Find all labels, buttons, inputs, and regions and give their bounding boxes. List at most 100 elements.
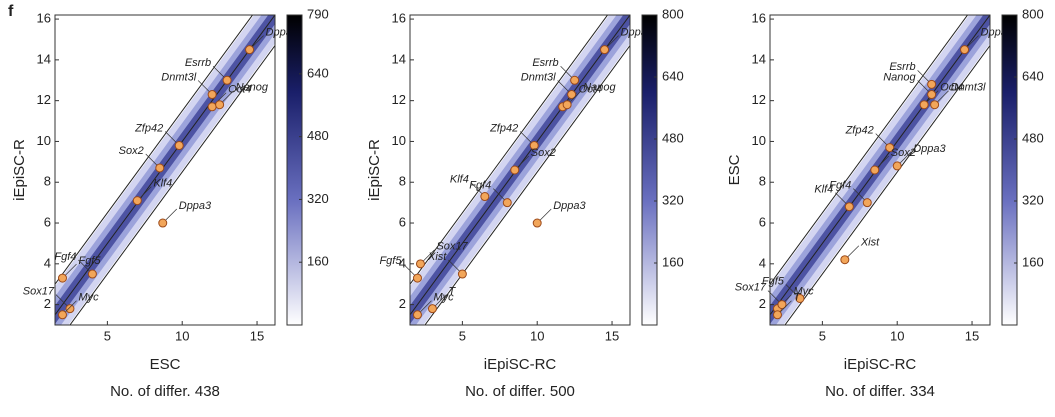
gene-point xyxy=(927,79,937,89)
gene-point xyxy=(87,269,97,279)
gene-point xyxy=(570,75,580,85)
x-tick-label: 5 xyxy=(459,328,466,343)
y-tick-label: 14 xyxy=(752,51,766,66)
plot-frame xyxy=(409,14,631,326)
plot: 5 10 15 2 4 6 8 10 12 14 16 iEpiSC-RC No. of differ.… xyxy=(726,6,1044,400)
gene-point xyxy=(885,143,895,153)
y-tick-label: 4 xyxy=(759,255,766,270)
gene-label: Sox17 xyxy=(436,241,468,253)
diagonal-line xyxy=(55,15,275,316)
gene-point xyxy=(772,310,782,320)
y-tick-label: 10 xyxy=(392,133,406,148)
gene-point xyxy=(222,75,232,85)
subtitle: No. of differ. 500 xyxy=(465,383,575,400)
gene-point xyxy=(960,45,970,55)
y-tick-label: 2 xyxy=(759,296,766,311)
y-axis-label: iEpiSC-R xyxy=(366,139,383,201)
gene-point xyxy=(930,100,940,110)
gene-point xyxy=(600,45,610,55)
gene-point xyxy=(412,273,422,283)
colorbar-tick-label: 800 xyxy=(662,6,684,21)
x-tick-label: 5 xyxy=(104,328,111,343)
gene-label: Esrrb xyxy=(889,61,915,73)
gene-point xyxy=(480,192,490,202)
gene-point xyxy=(457,269,467,279)
gene-label: Fgf5 xyxy=(379,255,402,267)
gene-point xyxy=(927,90,937,100)
subtitle: No. of differ. 438 xyxy=(110,383,220,400)
gene-point xyxy=(777,300,787,310)
colorbar-tick-label: 640 xyxy=(1022,68,1044,83)
panel-label: f xyxy=(8,3,14,20)
y-tick-label: 2 xyxy=(399,296,406,311)
plot: 5 10 15 2 4 6 8 10 12 14 16 iEpiSC-RC No. of differ.… xyxy=(366,6,684,400)
gene-point xyxy=(562,100,572,110)
gene-point xyxy=(862,198,872,208)
y-tick-label: 6 xyxy=(44,214,51,229)
x-tick-label: 10 xyxy=(890,328,904,343)
colorbar-tick-label: 640 xyxy=(307,65,329,80)
gene-point xyxy=(155,163,165,173)
gene-point xyxy=(870,165,880,175)
x-tick-label: 15 xyxy=(605,328,619,343)
diagonal-line xyxy=(55,15,254,285)
y-tick-label: 12 xyxy=(752,92,766,107)
gene-label: T xyxy=(793,292,801,304)
colorbar-tick-label: 160 xyxy=(307,254,329,269)
gene-label: Oct4 xyxy=(579,84,602,96)
y-tick-label: 6 xyxy=(759,214,766,229)
y-tick-label: 16 xyxy=(37,11,51,26)
gene-label: Dnmt3l xyxy=(161,71,196,83)
gene-point xyxy=(415,259,425,269)
gene-label: Fgf5 xyxy=(762,275,785,287)
gene-label: Esrrb xyxy=(532,57,558,69)
gene-label: Oct4 xyxy=(940,82,963,94)
y-tick-label: 8 xyxy=(44,174,51,189)
gene-point xyxy=(412,310,422,320)
diagonal-line xyxy=(410,15,609,285)
gene-label: Dppa3 xyxy=(913,143,946,155)
y-tick-label: 16 xyxy=(392,11,406,26)
gene-label: Sox2 xyxy=(531,147,556,159)
colorbar-tick-label: 800 xyxy=(1022,6,1044,21)
y-tick-label: 16 xyxy=(752,11,766,26)
colorbar-tick-label: 320 xyxy=(1022,192,1044,207)
gene-point xyxy=(57,273,67,283)
x-axis-label: iEpiSC-RC xyxy=(484,356,557,373)
gene-label: Sox2 xyxy=(119,145,144,157)
y-axis-label: iEpiSC-R xyxy=(11,139,28,201)
gene-label: Sox17 xyxy=(23,286,55,298)
gene-label: Xist xyxy=(860,237,880,249)
gene-label: Dppa3 xyxy=(553,200,586,212)
diagonal-line xyxy=(69,45,275,325)
gene-label: Xist xyxy=(427,251,447,263)
gene-label: Nanog xyxy=(236,82,269,94)
y-axis-label: ESC xyxy=(726,154,743,185)
gene-label: Myc xyxy=(78,292,99,304)
gene-label: T xyxy=(448,286,456,298)
y-tick-label: 14 xyxy=(37,51,51,66)
x-axis-label: iEpiSC-RC xyxy=(844,356,917,373)
gene-point xyxy=(529,141,539,151)
gene-label: Oct4 xyxy=(228,84,251,96)
x-tick-label: 15 xyxy=(250,328,264,343)
diagonal-line xyxy=(770,15,969,285)
y-tick-label: 12 xyxy=(392,92,406,107)
gene-label: Zfp42 xyxy=(845,124,874,136)
gene-point xyxy=(215,100,225,110)
y-tick-label: 8 xyxy=(399,174,406,189)
colorbar-tick-label: 790 xyxy=(307,6,329,21)
plot-frame xyxy=(54,14,276,326)
gene-label: Klf4 xyxy=(814,184,833,196)
gene-point xyxy=(132,196,142,206)
gene-point xyxy=(510,165,520,175)
gene-point xyxy=(57,310,67,320)
colorbar xyxy=(1001,14,1018,326)
gene-label: Zfp42 xyxy=(134,122,163,134)
x-tick-label: 5 xyxy=(819,328,826,343)
gene-point xyxy=(844,202,854,212)
gene-point xyxy=(207,102,217,112)
colorbar-tick-label: 480 xyxy=(662,130,684,145)
plot: 5 10 15 2 4 6 8 10 12 14 16 ESC No. of differ. 438 iE… xyxy=(11,6,329,400)
density-band xyxy=(55,15,275,324)
